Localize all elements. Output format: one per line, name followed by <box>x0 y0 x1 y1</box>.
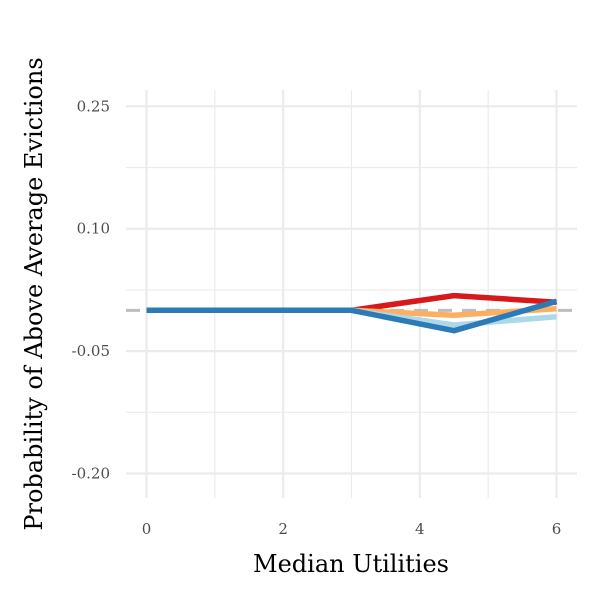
y-tick-label: 0.25 <box>77 97 110 115</box>
x-tick-label: 6 <box>552 520 562 538</box>
x-tick-label: 0 <box>142 520 152 538</box>
x-tick-label: 2 <box>278 520 288 538</box>
y-axis-title: Probability of Above Average Evictions <box>20 57 48 530</box>
y-tick-labels: -0.20 -0.05 0.10 0.25 <box>72 97 110 482</box>
x-axis-title: Median Utilities <box>253 550 449 578</box>
series-lines <box>146 292 558 334</box>
x-tick-labels: 0 2 4 6 <box>142 520 562 538</box>
series-line-4 <box>146 298 558 334</box>
x-tick-label: 4 <box>415 520 425 538</box>
y-tick-label: -0.20 <box>72 465 110 483</box>
gridlines <box>126 90 577 498</box>
y-tick-label: -0.05 <box>72 342 110 360</box>
y-tick-label: 0.10 <box>77 220 110 238</box>
